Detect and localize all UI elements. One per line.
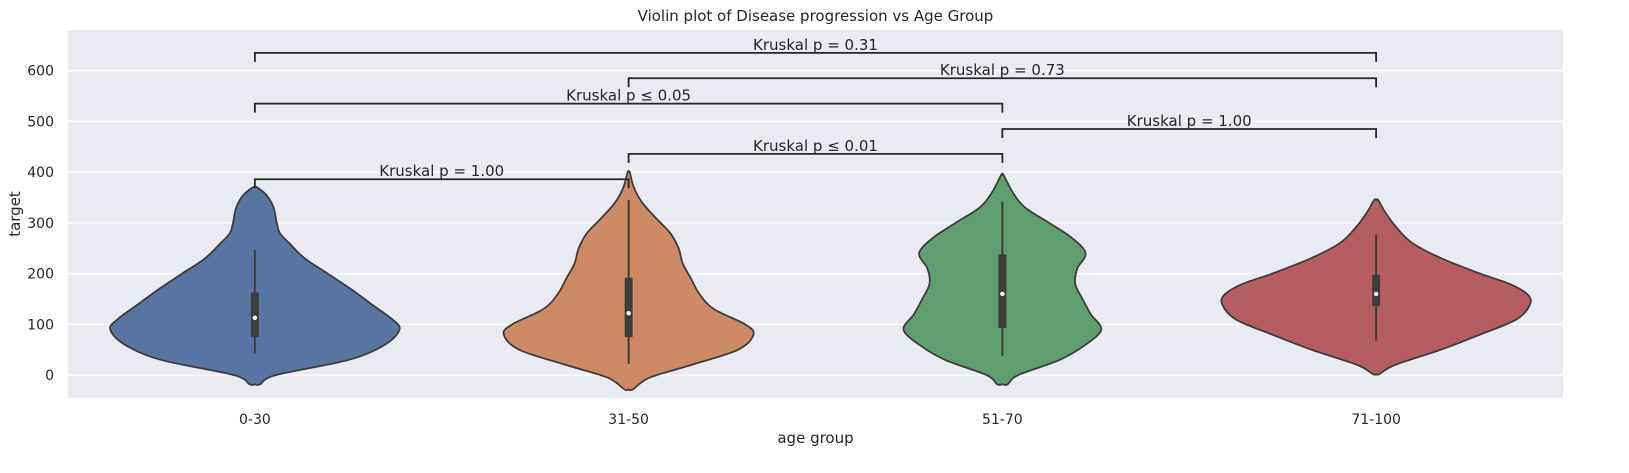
annotation-label: Kruskal p ≤ 0.05	[566, 87, 691, 105]
annotation-bracket	[1001, 128, 1378, 138]
y-tick-label: 500	[27, 114, 54, 130]
violin-box	[998, 254, 1007, 328]
y-tick-label: 600	[27, 64, 54, 80]
violins	[109, 170, 1532, 392]
annotation: Kruskal p ≤ 0.05	[253, 87, 1004, 113]
annotation-bracket	[253, 51, 1378, 62]
x-tick-labels: 0-30 31-50 51-70 71-100	[239, 412, 1401, 428]
annotation-bracket	[627, 152, 1004, 163]
violin-51-70	[902, 172, 1103, 386]
violin-median	[1000, 291, 1005, 297]
x-tick-label: 31-50	[608, 412, 649, 428]
chart-title: Violin plot of Disease progression vs Ag…	[638, 7, 994, 25]
violin-median	[1373, 291, 1379, 297]
annotation-bracket	[627, 77, 1378, 88]
significance-annotations: Kruskal p = 1.00 Kruskal p ≤ 0.01 Kruskal …	[253, 36, 1378, 189]
annotation-label: Kruskal p ≤ 0.01	[753, 137, 878, 155]
violin-median	[252, 315, 258, 321]
annotation: Kruskal p = 0.73	[627, 61, 1378, 88]
y-tick-label: 200	[27, 267, 54, 283]
violin-0-30	[109, 185, 401, 386]
annotation-label: Kruskal p = 1.00	[379, 162, 504, 180]
y-axis-label: target	[6, 191, 24, 237]
annotation-bracket	[253, 102, 1004, 113]
annotation-bracket	[253, 178, 630, 189]
y-tick-label: 0	[45, 368, 54, 384]
violin-31-50	[502, 170, 755, 392]
x-tick-label: 71-100	[1351, 412, 1401, 428]
annotation: Kruskal p = 1.00	[1001, 112, 1378, 138]
violin-box	[624, 277, 633, 338]
x-tick-label: 51-70	[982, 412, 1023, 428]
annotation-label: Kruskal p = 0.73	[940, 61, 1065, 79]
y-tick-labels: 0 100 200 300 400 500 600	[27, 64, 54, 385]
annotation-label: Kruskal p = 0.31	[753, 36, 878, 54]
violin-median	[626, 311, 631, 316]
annotation: Kruskal p = 1.00	[253, 162, 630, 189]
x-axis-label: age group	[777, 429, 853, 447]
annotation: Kruskal p ≤ 0.01	[627, 137, 1004, 163]
y-tick-label: 300	[27, 216, 54, 232]
x-tick-label: 0-30	[239, 412, 271, 428]
y-tick-label: 400	[27, 165, 54, 181]
annotation: Kruskal p = 0.31	[253, 36, 1378, 62]
violin-box	[1372, 274, 1381, 307]
violin-box	[250, 292, 259, 338]
y-tick-label: 100	[27, 317, 54, 333]
annotation-label: Kruskal p = 1.00	[1127, 112, 1252, 130]
violin-71-100	[1220, 198, 1532, 376]
